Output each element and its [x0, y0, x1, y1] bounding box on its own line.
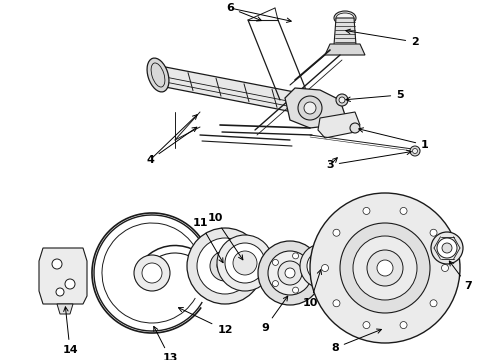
- Circle shape: [268, 251, 312, 295]
- Circle shape: [272, 280, 278, 287]
- Circle shape: [304, 102, 316, 114]
- Circle shape: [142, 263, 162, 283]
- Circle shape: [350, 123, 360, 133]
- Circle shape: [430, 300, 437, 307]
- Circle shape: [336, 94, 348, 106]
- Circle shape: [187, 228, 263, 304]
- Text: 6: 6: [226, 3, 261, 21]
- Circle shape: [410, 146, 420, 156]
- Circle shape: [300, 244, 344, 288]
- Circle shape: [293, 253, 298, 259]
- Circle shape: [377, 260, 393, 276]
- Polygon shape: [39, 248, 87, 304]
- Text: 10: 10: [302, 270, 321, 308]
- Circle shape: [293, 287, 298, 293]
- Ellipse shape: [334, 11, 356, 25]
- Text: 13: 13: [154, 327, 178, 360]
- Text: 12: 12: [178, 307, 233, 335]
- Circle shape: [134, 255, 170, 291]
- Circle shape: [210, 251, 240, 281]
- Polygon shape: [57, 304, 73, 314]
- Ellipse shape: [336, 13, 354, 23]
- Circle shape: [353, 236, 417, 300]
- Circle shape: [363, 207, 370, 215]
- Circle shape: [305, 270, 311, 276]
- Circle shape: [314, 258, 330, 274]
- Circle shape: [197, 238, 253, 294]
- Circle shape: [413, 148, 417, 153]
- Circle shape: [339, 97, 345, 103]
- Circle shape: [310, 193, 460, 343]
- Circle shape: [65, 279, 75, 289]
- Circle shape: [400, 207, 407, 215]
- Text: 3: 3: [326, 150, 411, 170]
- Circle shape: [333, 300, 340, 307]
- Circle shape: [225, 243, 265, 283]
- Circle shape: [367, 250, 403, 286]
- Text: 2: 2: [346, 29, 419, 47]
- Circle shape: [52, 259, 62, 269]
- Circle shape: [217, 235, 273, 291]
- Circle shape: [431, 232, 463, 264]
- Circle shape: [272, 260, 278, 265]
- Circle shape: [430, 229, 437, 236]
- Ellipse shape: [147, 58, 169, 92]
- Text: 4: 4: [146, 127, 197, 165]
- Circle shape: [233, 251, 257, 275]
- Circle shape: [56, 288, 64, 296]
- Circle shape: [333, 229, 340, 236]
- Circle shape: [321, 265, 328, 271]
- Polygon shape: [325, 44, 365, 55]
- Circle shape: [363, 321, 370, 329]
- Circle shape: [298, 96, 322, 120]
- Circle shape: [437, 238, 457, 258]
- Circle shape: [340, 223, 430, 313]
- Text: 10: 10: [207, 213, 243, 260]
- Text: 5: 5: [346, 90, 404, 102]
- Polygon shape: [334, 18, 356, 45]
- Circle shape: [400, 321, 407, 329]
- Circle shape: [217, 258, 233, 274]
- Circle shape: [441, 265, 448, 271]
- Text: 8: 8: [331, 329, 381, 353]
- Circle shape: [307, 251, 337, 281]
- Polygon shape: [318, 112, 360, 138]
- Circle shape: [442, 243, 452, 253]
- Circle shape: [258, 241, 322, 305]
- Polygon shape: [148, 65, 315, 115]
- Text: 11: 11: [192, 218, 223, 263]
- Polygon shape: [285, 88, 345, 128]
- Text: 7: 7: [449, 261, 472, 291]
- Circle shape: [285, 268, 295, 278]
- Circle shape: [278, 261, 302, 285]
- Text: 1: 1: [359, 128, 429, 150]
- Text: 14: 14: [62, 307, 78, 355]
- Text: 9: 9: [261, 296, 288, 333]
